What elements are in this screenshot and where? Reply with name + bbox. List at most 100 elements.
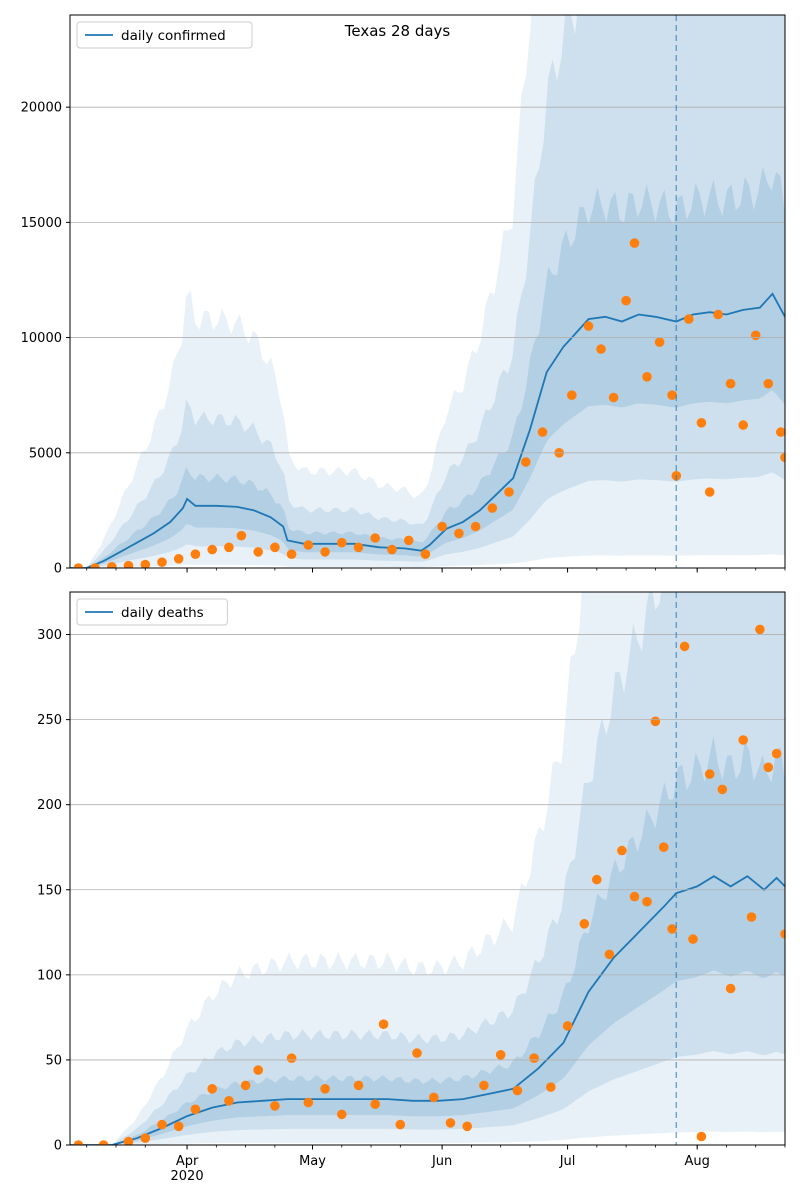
data-point (642, 372, 652, 382)
data-point (579, 919, 590, 929)
chart-title: Texas 28 days (344, 22, 451, 40)
data-point (725, 378, 736, 389)
data-point (123, 1136, 134, 1145)
data-point (403, 535, 414, 546)
y-tick-label: 250 (37, 713, 62, 728)
data-point (236, 530, 247, 541)
data-point (780, 929, 785, 939)
axes-frame (69, 14, 786, 569)
data-point (629, 891, 640, 902)
data-point (704, 769, 715, 779)
data-point (107, 562, 117, 568)
data-point (387, 544, 397, 555)
data-point (224, 542, 234, 553)
data-point (90, 563, 100, 568)
data-point (771, 748, 782, 759)
data-point (713, 309, 723, 320)
data-point (454, 528, 464, 539)
y-tick-label: 50 (45, 1053, 62, 1068)
data-point (667, 924, 677, 934)
y-tick-label: 0 (54, 562, 62, 577)
data-point (725, 983, 736, 994)
data-point (353, 542, 364, 553)
data-point (437, 521, 447, 532)
uncertainty-band (70, 736, 785, 1145)
data-point (704, 487, 715, 497)
data-point (140, 559, 151, 568)
data-point (429, 1092, 439, 1103)
data-point (512, 1085, 523, 1096)
data-point (240, 1080, 251, 1091)
x-tick-label: Apr (176, 1154, 199, 1169)
data-point (746, 912, 757, 922)
plot-area (70, 592, 785, 1145)
data-point (763, 378, 774, 389)
y-tick-label: 150 (37, 883, 62, 898)
data-point (98, 1140, 109, 1145)
y-tick-label: 300 (37, 628, 62, 643)
data-point (253, 547, 263, 557)
data-point (537, 427, 548, 437)
data-point (73, 563, 84, 568)
data-point (679, 641, 690, 652)
data-point (370, 533, 381, 543)
data-point (495, 1050, 506, 1060)
data-point (750, 330, 761, 341)
data-point (470, 521, 481, 532)
data-point (521, 457, 531, 467)
data-point (173, 1121, 184, 1132)
data-point (688, 934, 698, 944)
plot-area (70, 15, 785, 568)
data-point (370, 1099, 381, 1109)
data-point (567, 390, 577, 401)
y-tick-label: 200 (37, 798, 62, 813)
data-point (642, 896, 652, 907)
data-point (353, 1080, 364, 1091)
data-point (412, 1048, 422, 1058)
uncertainty-band (70, 15, 785, 568)
y-tick-label: 5000 (29, 446, 62, 461)
legend-box (76, 598, 228, 626)
data-point (487, 503, 498, 513)
data-point (378, 1019, 389, 1029)
data-point (658, 842, 669, 852)
x-tick-label: Jul (559, 1154, 576, 1169)
axes-frame (69, 591, 786, 1146)
data-point (320, 547, 330, 557)
data-point (224, 1096, 234, 1106)
data-point (286, 1053, 297, 1063)
data-point (190, 1104, 201, 1115)
data-point (320, 1084, 330, 1094)
uncertainty-band (70, 15, 785, 568)
legend-label: daily deaths (121, 605, 204, 621)
chart-panel-confirmed: 0 5000 10000 15000 20000 Texas 28 days daily c… (21, 14, 786, 577)
data-point (621, 295, 631, 306)
legend-label: daily confirmed (121, 28, 226, 44)
data-point (504, 487, 514, 497)
data-point (207, 1084, 217, 1094)
data-point (717, 784, 728, 795)
data-point (123, 560, 134, 568)
data-point (592, 874, 602, 885)
y-tick-label: 100 (37, 968, 62, 983)
data-point (337, 1109, 347, 1120)
data-point (696, 1131, 707, 1142)
x-tick-label: Aug (684, 1154, 709, 1169)
data-point (583, 321, 594, 331)
legend: daily deaths (76, 598, 228, 626)
data-point (604, 949, 615, 960)
y-tick-label: 0 (54, 1139, 62, 1154)
y-tick-label: 20000 (21, 101, 62, 116)
data-point (337, 537, 347, 548)
data-point (207, 544, 217, 555)
data-point (763, 762, 774, 773)
x-tick-label: 2020 (171, 1169, 204, 1184)
data-point (286, 549, 297, 559)
legend: daily confirmed (76, 21, 253, 49)
y-tick-label: 15000 (21, 216, 62, 231)
data-point (650, 716, 661, 727)
data-point (667, 390, 677, 401)
uncertainty-band (70, 592, 785, 1145)
data-point (462, 1121, 473, 1132)
